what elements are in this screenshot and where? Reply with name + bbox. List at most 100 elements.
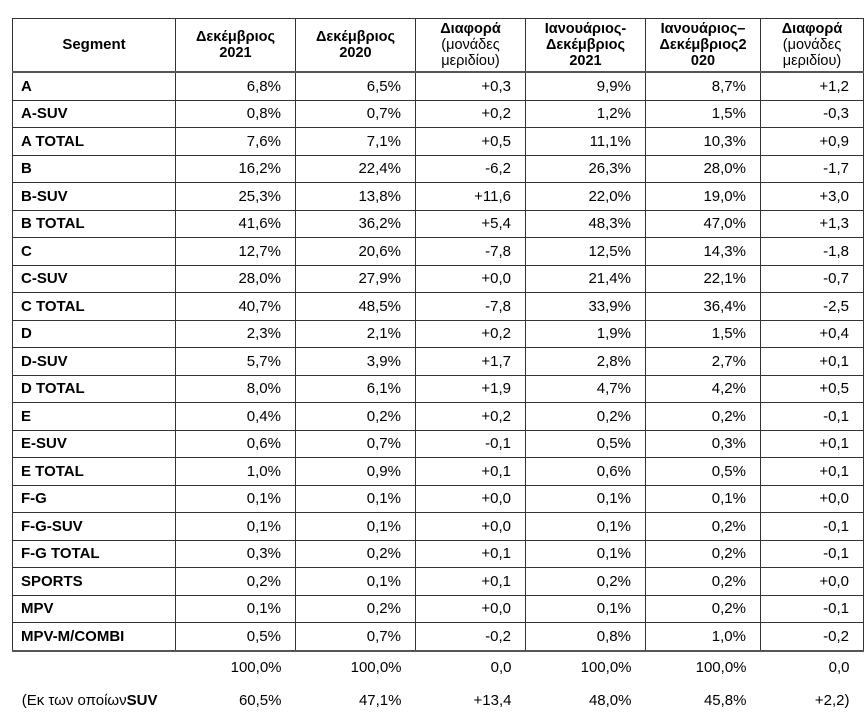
segment-name: E-SUV — [12, 429, 176, 458]
table-row: A TOTAL 7,6% 7,1% +0,5 11,1% 10,3% +0,9 — [12, 127, 864, 156]
table-row: D 2,3% 2,1% +0,2 1,9% 1,5% +0,4 — [12, 319, 864, 348]
table-cell: 33,9% — [525, 292, 646, 321]
suv-cell: +13,4 — [473, 692, 512, 709]
column-header: Διαφορά (μονάδες μεριδίου) — [760, 18, 864, 73]
table-cell: +1,7 — [415, 347, 526, 376]
table-cell: -0,1 — [760, 402, 864, 431]
table-cell: +0,0 — [415, 264, 526, 293]
table-cell: 2,8% — [525, 347, 646, 376]
segment-name: D TOTAL — [12, 374, 176, 403]
table-cell: 0,2% — [525, 567, 646, 596]
column-header: Δεκέμβριος 2021 — [175, 18, 296, 73]
table-cell: 20,6% — [295, 237, 416, 266]
table-row: F-G-SUV 0,1% 0,1% +0,0 0,1% 0,2% -0,1 — [12, 512, 864, 541]
total-cell: 0,0 — [828, 658, 850, 676]
segment-name: E TOTAL — [12, 457, 176, 486]
table-cell: 1,9% — [525, 319, 646, 348]
table-row: MPV 0,1% 0,2% +0,0 0,1% 0,2% -0,1 — [12, 594, 864, 623]
table-cell: 7,1% — [295, 127, 416, 156]
table-cell: 0,2% — [645, 402, 761, 431]
table-cell: 8,0% — [175, 374, 296, 403]
table-row: C 12,7% 20,6% -7,8 12,5% 14,3% -1,8 — [12, 237, 864, 266]
segment-name: C-SUV — [12, 264, 176, 293]
header-row: Segment Δεκέμβριος 2021 Δεκέμβριος 2020 Δια… — [12, 18, 864, 73]
table-cell: 6,8% — [175, 71, 296, 101]
table-cell: 9,9% — [525, 71, 646, 101]
table-cell: 0,6% — [175, 429, 296, 458]
column-header-title: Ιανουάριος- Δεκέμβριος 2021 — [544, 21, 627, 69]
suv-cell: 48,0% — [588, 692, 632, 709]
column-header: Δεκέμβριος 2020 — [295, 18, 416, 73]
table-row: E TOTAL 1,0% 0,9% +0,1 0,6% 0,5% +0,1 — [12, 457, 864, 486]
table-cell: 0,2% — [645, 539, 761, 568]
column-header: Segment — [12, 18, 176, 73]
table-cell: 0,1% — [175, 512, 296, 541]
table-cell: 47,0% — [645, 209, 761, 238]
table-cell: 1,2% — [525, 99, 646, 128]
table-cell: 48,3% — [525, 209, 646, 238]
table-cell: -1,7 — [760, 154, 864, 183]
table-cell: 0,1% — [295, 484, 416, 513]
table-cell: 0,2% — [645, 594, 761, 623]
segment-name: SPORTS — [12, 567, 176, 596]
segment-name: A-SUV — [12, 99, 176, 128]
table-cell: 0,1% — [175, 594, 296, 623]
total-cell: 100,0% — [350, 658, 402, 676]
suv-cell: +2,2) — [814, 692, 850, 709]
table-cell: 0,5% — [175, 622, 296, 652]
table-cell: 25,3% — [175, 182, 296, 211]
table-row: B 16,2% 22,4% -6,2 26,3% 28,0% -1,7 — [12, 154, 864, 183]
table-cell: +0,1 — [415, 539, 526, 568]
total-cell: 0,0 — [490, 658, 512, 676]
table-cell: +0,1 — [760, 429, 864, 458]
table-cell: -6,2 — [415, 154, 526, 183]
table-cell: 0,3% — [645, 429, 761, 458]
table-cell: 26,3% — [525, 154, 646, 183]
table-cell: 0,7% — [295, 622, 416, 652]
segment-name: MPV-M/COMBI — [12, 622, 176, 652]
table-cell: +0,9 — [760, 127, 864, 156]
suv-cell: 45,8% — [703, 692, 747, 709]
table-cell: +5,4 — [415, 209, 526, 238]
table-row: E 0,4% 0,2% +0,2 0,2% 0,2% -0,1 — [12, 402, 864, 431]
table-cell: +0,2 — [415, 402, 526, 431]
table-cell: -0,2 — [415, 622, 526, 652]
table-cell: +0,2 — [415, 319, 526, 348]
table-cell: 8,7% — [645, 71, 761, 101]
column-header-subtitle: (μονάδες μεριδίου) — [782, 37, 842, 69]
table-cell: 22,1% — [645, 264, 761, 293]
table-cell: +0,3 — [415, 71, 526, 101]
column-header: Ιανουάριος– Δεκέμβριος2 020 — [645, 18, 761, 73]
table-cell: 27,9% — [295, 264, 416, 293]
table-cell: 0,2% — [295, 539, 416, 568]
table-cell: 0,4% — [175, 402, 296, 431]
column-header-subtitle: (μονάδες μεριδίου) — [441, 37, 500, 69]
table-cell: 2,1% — [295, 319, 416, 348]
table-cell: -7,8 — [415, 237, 526, 266]
table-row: SPORTS 0,2% 0,1% +0,1 0,2% 0,2% +0,0 — [12, 567, 864, 596]
total-cell: 100,0% — [695, 658, 747, 676]
table-cell: +0,1 — [415, 457, 526, 486]
table-cell: 0,2% — [295, 594, 416, 623]
table-cell: 5,7% — [175, 347, 296, 376]
table-cell: 0,2% — [175, 567, 296, 596]
table-cell: -7,8 — [415, 292, 526, 321]
table-cell: 1,0% — [175, 457, 296, 486]
table-cell: 12,5% — [525, 237, 646, 266]
table-cell: 0,9% — [295, 457, 416, 486]
table-row: B-SUV 25,3% 13,8% +11,6 22,0% 19,0% +3,0 — [12, 182, 864, 211]
table-row: C-SUV 28,0% 27,9% +0,0 21,4% 22,1% -0,7 — [12, 264, 864, 293]
table-cell: -0,7 — [760, 264, 864, 293]
table-row: C TOTAL 40,7% 48,5% -7,8 33,9% 36,4% -2,5 — [12, 292, 864, 321]
table-cell: +0,1 — [415, 567, 526, 596]
suv-cell: 47,1% — [358, 692, 402, 709]
table-cell: 0,2% — [645, 567, 761, 596]
table-cell: 0,1% — [525, 594, 646, 623]
table-cell: 1,0% — [645, 622, 761, 652]
table-cell: -0,1 — [415, 429, 526, 458]
segment-name: B TOTAL — [12, 209, 176, 238]
segment-name: B-SUV — [12, 182, 176, 211]
table-cell: 0,5% — [645, 457, 761, 486]
segment-name: A TOTAL — [12, 127, 176, 156]
table-cell: 16,2% — [175, 154, 296, 183]
